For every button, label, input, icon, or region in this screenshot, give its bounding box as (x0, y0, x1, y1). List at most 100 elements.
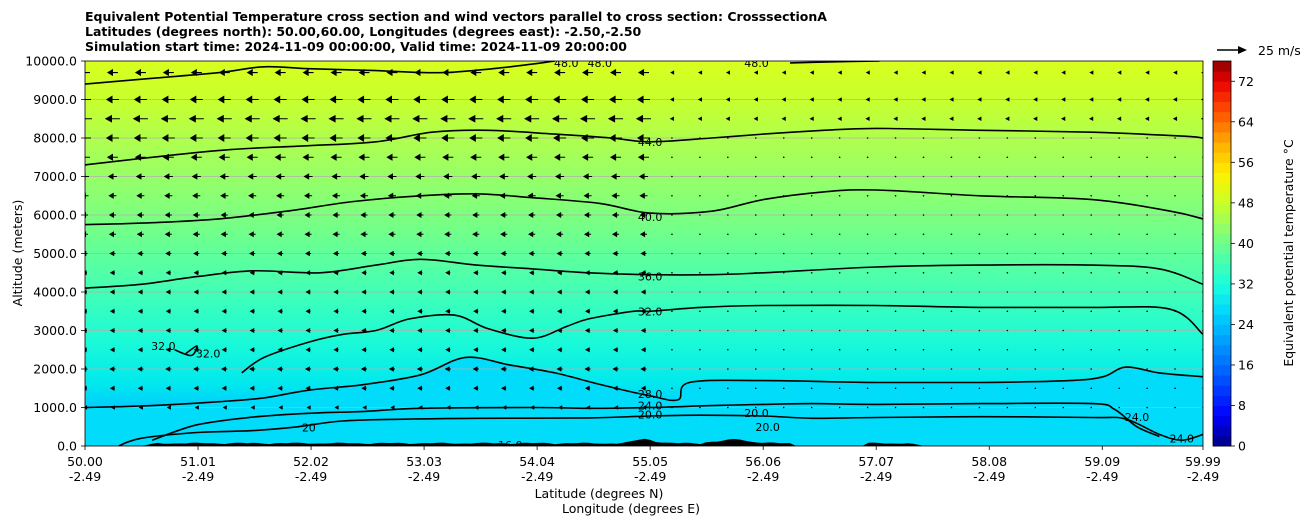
wind-vector (612, 366, 619, 372)
wind-vector (473, 270, 479, 276)
wind-vector (1118, 252, 1120, 255)
wind-vector (388, 250, 395, 257)
wind-vector (133, 134, 147, 142)
wind-vector (1034, 387, 1037, 390)
wind-vector (978, 329, 981, 332)
wind-vector (332, 366, 340, 372)
wind-vector (640, 385, 646, 391)
wind-vector (866, 291, 869, 293)
wind-vector (1146, 137, 1148, 139)
colorbar-segment (1213, 344, 1231, 356)
wind-vector (1146, 156, 1148, 159)
colorbar-segment (1213, 415, 1231, 427)
wind-vector (978, 137, 981, 139)
wind-vector (1173, 70, 1178, 75)
colorbar-segment (1213, 192, 1231, 204)
wind-vector (441, 95, 455, 104)
wind-vector (1146, 175, 1148, 178)
colorbar-segment (1213, 294, 1231, 305)
wind-vector (1118, 348, 1120, 351)
wind-vector (782, 348, 785, 351)
wind-vector (950, 310, 953, 313)
wind-vector (1146, 310, 1148, 313)
wind-vector (1090, 368, 1092, 370)
wind-vector (894, 252, 897, 255)
wind-vector (949, 116, 954, 122)
wind-vector (274, 153, 286, 161)
wind-vector (416, 366, 423, 372)
wind-vector (385, 95, 399, 104)
wind-vector (755, 368, 757, 370)
wind-vector (162, 68, 174, 77)
colorbar-tick-label: 64 (1238, 114, 1254, 129)
wind-vector (922, 137, 925, 139)
wind-vector (922, 387, 925, 390)
x-tick-label-lat: 58.08 (971, 454, 1007, 469)
wind-vector (165, 250, 172, 257)
wind-vector (442, 153, 454, 161)
wind-vector (138, 405, 143, 410)
x-tick-label-lon: -2.49 (1187, 469, 1219, 484)
wind-vector (1090, 214, 1092, 216)
wind-vector (473, 289, 479, 295)
wind-vector (188, 114, 204, 123)
wind-vector (1006, 310, 1009, 313)
x-axis-label-latitude: Latitude (degrees N) (535, 486, 664, 501)
wind-vector (1062, 214, 1065, 216)
wind-vector (584, 385, 591, 391)
wind-vector (782, 156, 785, 159)
wind-vector (637, 68, 649, 77)
wind-vector (810, 214, 813, 216)
wind-vector (471, 192, 480, 199)
wind-vector (133, 95, 147, 104)
wind-vector (697, 116, 702, 122)
wind-vector (137, 347, 143, 353)
wind-vector (415, 173, 425, 180)
wind-vector (636, 134, 650, 142)
wind-vector (612, 289, 619, 295)
contour-line-24 (151, 402, 1160, 441)
wind-vector (1090, 291, 1092, 293)
wind-vector (417, 289, 423, 295)
wind-vector (389, 270, 395, 276)
wind-vector (1034, 137, 1037, 139)
wind-vector (250, 405, 255, 410)
wind-vector (781, 70, 786, 75)
wind-vector (640, 366, 647, 372)
wind-vector (165, 347, 171, 353)
wind-vector (245, 134, 259, 142)
wind-vector (699, 368, 701, 370)
colorbar-segment (1213, 273, 1231, 285)
wind-vector (1174, 252, 1176, 255)
wind-vector (809, 116, 814, 122)
wind-vector (137, 366, 144, 372)
colorbar: 0 8 16 24 32 40 48 56 64 72 (1212, 60, 1254, 454)
wind-vector (445, 308, 451, 314)
wind-vector (1146, 368, 1148, 370)
wind-vector (699, 310, 701, 313)
wind-vector (894, 368, 897, 370)
wind-vector (136, 212, 144, 218)
wind-vector (109, 289, 115, 295)
wind-vector (528, 231, 536, 238)
wind-vector (1172, 116, 1178, 122)
wind-vector (755, 291, 757, 293)
wind-vector (1061, 116, 1066, 122)
wind-vector (389, 289, 395, 295)
wind-vector (106, 153, 118, 161)
wind-vector (389, 308, 395, 314)
wind-vector (1118, 194, 1120, 197)
wind-vector (276, 192, 285, 199)
wind-vector (922, 194, 925, 197)
wind-vector (85, 385, 87, 391)
wind-vector (276, 212, 284, 218)
wind-vector (921, 97, 926, 102)
x-tick-label-lat: 53.03 (406, 454, 442, 469)
wind-vector (416, 250, 423, 257)
wind-vector (922, 291, 925, 293)
wind-vector (894, 406, 897, 409)
wind-vector (220, 231, 228, 238)
wind-vector (755, 387, 757, 390)
wind-vector (1062, 406, 1065, 409)
wind-vector (445, 270, 451, 276)
